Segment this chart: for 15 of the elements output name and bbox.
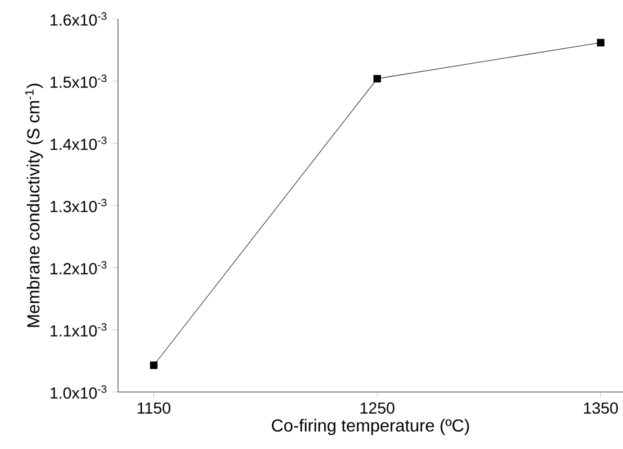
point <box>150 362 158 370</box>
point <box>596 38 604 46</box>
y-tick-label: 1.0x10$^{-3}$ <box>50 385 106 399</box>
y-tick-label: 1.1x10$^{-3}$ <box>50 323 106 337</box>
x-axis-title: Co-firing temperature (ºC) <box>272 418 469 436</box>
y-axis-title: Membrane conductivity (S cm$^{-1}$) <box>25 84 43 327</box>
y-tick-label: 1.2x10$^{-3}$ <box>50 260 106 274</box>
x-tick-label: 1350 <box>584 402 618 414</box>
y-tick-label: 1.6x10$^{-3}$ <box>50 12 106 26</box>
y-tick-label: 1.4x10$^{-3}$ <box>50 136 106 150</box>
x-tick-label: 1250 <box>360 402 394 414</box>
y-tick-label: 1.3x10$^{-3}$ <box>50 198 106 212</box>
x-tick-label: 1150 <box>138 402 170 414</box>
y-tick-label: 1.5x10$^{-3}$ <box>50 74 106 88</box>
point <box>373 74 381 82</box>
